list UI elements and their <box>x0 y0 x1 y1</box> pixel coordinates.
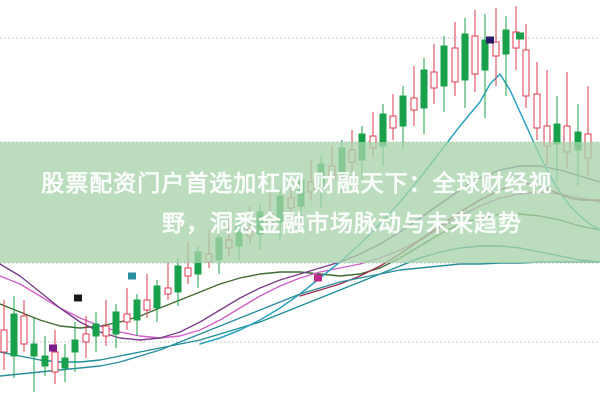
marker-3 <box>314 274 322 282</box>
candle-42 <box>430 44 438 104</box>
candle-44 <box>451 22 459 96</box>
marker-0 <box>49 344 57 352</box>
marker-4 <box>486 36 494 44</box>
candle-9 <box>92 312 100 352</box>
candle-16 <box>164 262 172 300</box>
candle-39 <box>399 86 407 150</box>
candle-15 <box>153 280 161 322</box>
candle-10 <box>102 300 110 346</box>
candle-43 <box>440 36 448 112</box>
candle-46 <box>471 10 479 92</box>
candle-7 <box>71 322 79 372</box>
marker-1 <box>74 294 82 302</box>
candle-49 <box>502 16 510 96</box>
candle-45 <box>461 18 469 108</box>
candle-41 <box>420 58 428 134</box>
candle-5 <box>51 330 59 384</box>
candle-47 <box>481 14 489 118</box>
candle-51 <box>522 24 530 108</box>
candle-17 <box>174 258 182 306</box>
candle-2 <box>20 300 28 352</box>
candle-3 <box>30 318 38 392</box>
marker-5 <box>516 32 524 40</box>
candle-13 <box>133 294 141 336</box>
candle-52 <box>533 62 541 140</box>
candle-6 <box>61 344 69 382</box>
candle-12 <box>123 288 131 330</box>
candle-0 <box>0 300 8 370</box>
candle-4 <box>41 336 49 376</box>
marker-2 <box>128 272 136 280</box>
chart-markers <box>49 32 524 352</box>
candle-40 <box>410 66 418 126</box>
candle-1 <box>10 296 18 378</box>
candle-14 <box>143 274 151 318</box>
ma-line-ma-lower-teal <box>0 261 600 377</box>
candle-11 <box>112 304 120 348</box>
candle-48 <box>492 8 500 86</box>
candle-8 <box>82 316 90 358</box>
candle-38 <box>389 94 397 140</box>
